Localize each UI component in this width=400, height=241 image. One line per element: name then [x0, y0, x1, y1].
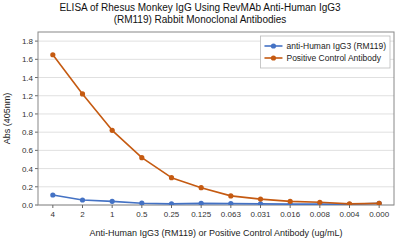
- point: [110, 199, 115, 204]
- x-tick-label: 0.125: [191, 210, 212, 219]
- point: [377, 201, 382, 205]
- x-tick: [379, 205, 380, 208]
- title-line: ELISA of Rhesus Monkey IgG Using RevMAb …: [59, 2, 341, 13]
- x-tick: [349, 205, 350, 208]
- grid-line: [38, 168, 394, 169]
- plot-area: [38, 32, 394, 205]
- point: [139, 155, 144, 160]
- y-tick-label: 1.2: [22, 92, 34, 101]
- plot-frame: [38, 32, 394, 205]
- grid-line: [38, 186, 394, 187]
- point: [139, 201, 144, 205]
- x-tick-label: 0.008: [310, 210, 331, 219]
- x-tick-label: 0.25: [164, 210, 180, 219]
- legend-marker: [271, 43, 276, 48]
- legend: anti-Human IgG3 (RM119) Positive Control …: [260, 36, 390, 68]
- x-tick: [171, 205, 172, 208]
- x-tick: [260, 205, 261, 208]
- point: [377, 201, 382, 205]
- point: [50, 192, 55, 197]
- legend-marker: [271, 55, 276, 60]
- point: [169, 201, 174, 205]
- x-tick-label: 0.004: [339, 210, 360, 219]
- x-tick: [112, 205, 113, 208]
- legend-label: Positive Control Antibody: [286, 53, 381, 63]
- point: [258, 196, 263, 201]
- marks: [50, 52, 382, 205]
- x-tick: [82, 205, 83, 208]
- point: [317, 200, 322, 205]
- y-tick-label: 0.0: [22, 201, 34, 210]
- point: [347, 201, 352, 205]
- x-axis-label: Anti-Human IgG3 (RM119) or Positive Cont…: [90, 228, 343, 238]
- point: [199, 185, 204, 190]
- point: [228, 201, 233, 205]
- series-line: [53, 55, 379, 204]
- grid-line: [38, 150, 394, 151]
- legend-box: [260, 36, 390, 68]
- x-tick: [52, 205, 53, 208]
- y-tick-label: 1.4: [22, 74, 34, 83]
- x-tick: [319, 205, 320, 208]
- x-tick-label: 0.016: [280, 210, 301, 219]
- y-tick-label: 0.6: [22, 146, 34, 155]
- x-tick-label: 0.000: [369, 210, 390, 219]
- x-tick-label: 1: [110, 210, 115, 219]
- y-axis-label: Abs (405nm): [2, 93, 12, 145]
- x-tick: [141, 205, 142, 208]
- x-tick-label: 0.5: [136, 210, 148, 219]
- point: [199, 201, 204, 205]
- title: ELISA of Rhesus Monkey IgG Using RevMAb …: [59, 2, 341, 25]
- y-tick-label: 1.6: [22, 55, 34, 64]
- point: [258, 201, 263, 205]
- grid-line: [38, 113, 394, 114]
- title-line: (RM119) Rabbit Monoclonal Antibodies: [114, 14, 287, 25]
- chart: 0.0 0.2 0.4 0.6 0.8 1.0 1.2 1.4 1.6 1.8 4 2 1 0.5 0.25…: [0, 0, 400, 241]
- y-tick-label: 0.8: [22, 128, 34, 137]
- y-tick-label: 1.0: [22, 110, 34, 119]
- grid-line: [38, 132, 394, 133]
- y-tick-label: 0.2: [22, 183, 34, 192]
- grid-line: [38, 77, 394, 78]
- point: [347, 202, 352, 205]
- y-tick-label: 1.8: [22, 37, 34, 46]
- x-tick-label: 0.063: [221, 210, 242, 219]
- x-tick: [290, 205, 291, 208]
- x-tick-label: 0.031: [250, 210, 271, 219]
- x-tick: [201, 205, 202, 208]
- point: [228, 193, 233, 198]
- x-tick-label: 2: [80, 210, 85, 219]
- point: [50, 52, 55, 57]
- point: [80, 197, 85, 202]
- point: [288, 199, 293, 204]
- grid-line: [38, 95, 394, 96]
- point: [80, 91, 85, 96]
- y-tick-label: 0.4: [22, 165, 34, 174]
- legend-label: anti-Human IgG3 (RM119): [286, 41, 386, 51]
- point: [110, 128, 115, 133]
- point: [169, 175, 174, 180]
- x-tick-label: 4: [51, 210, 56, 219]
- x-tick: [230, 205, 231, 208]
